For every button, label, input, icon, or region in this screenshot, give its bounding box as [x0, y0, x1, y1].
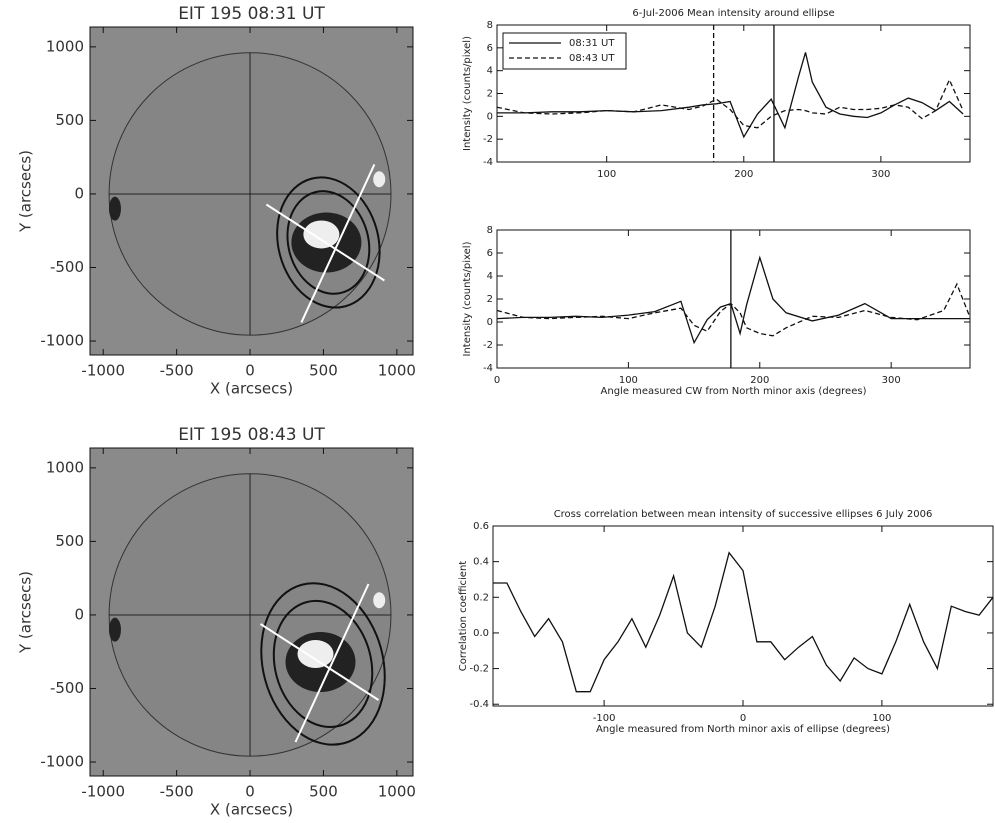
- y-axis-label: Y (arcsecs): [17, 150, 35, 233]
- series-line: [496, 282, 971, 337]
- y-tick-label: -1000: [40, 753, 84, 771]
- solar-image: [90, 27, 413, 355]
- chart-title: Cross correlation between mean intensity…: [554, 509, 933, 520]
- x-axis-label: X (arcsecs): [210, 380, 293, 398]
- chart-title: EIT 195 08:31 UT: [178, 4, 325, 24]
- limb-blob: [108, 617, 121, 642]
- y-tick-label: -500: [50, 258, 84, 276]
- x-tick-label: -1000: [81, 362, 125, 380]
- y-tick-label: 500: [55, 532, 84, 550]
- x-tick-label: 100: [872, 713, 891, 724]
- series-line: [496, 255, 970, 345]
- plot-frame: [89, 447, 414, 777]
- y-tick-label: 1000: [46, 458, 84, 476]
- x-tick-label: 1000: [378, 783, 416, 801]
- solar-image: [90, 448, 413, 776]
- x-axis-label: Angle measured from North minor axis of …: [596, 724, 890, 735]
- y-tick-label: 0: [74, 605, 84, 623]
- y-tick-label: -2: [483, 340, 493, 351]
- y-tick-label: 2: [487, 89, 493, 100]
- plot-frame: [492, 525, 994, 707]
- ellipse-outline: [276, 176, 381, 309]
- plot-frame: [496, 229, 971, 369]
- y-tick-label: -0.4: [469, 699, 489, 710]
- ellipse-outline: [272, 599, 374, 728]
- x-tick-label: -500: [160, 362, 194, 380]
- y-tick-label: 0: [74, 184, 84, 202]
- x-tick-label: 500: [309, 783, 338, 801]
- flare-core: [303, 220, 340, 249]
- x-tick-label: 200: [734, 169, 753, 180]
- y-tick-label: 0.2: [473, 592, 489, 603]
- x-tick-label: 0: [245, 362, 255, 380]
- x-tick-label: 1000: [378, 362, 416, 380]
- x-tick-label: -500: [160, 783, 194, 801]
- x-tick-label: 300: [871, 169, 890, 180]
- y-tick-label: 4: [487, 271, 493, 282]
- ellipse-outline: [260, 582, 386, 746]
- axis-line: [259, 623, 380, 701]
- y-tick-label: -0.2: [469, 664, 489, 675]
- x-tick-label: 0: [494, 375, 500, 386]
- axis-line: [265, 203, 385, 282]
- y-tick-label: 1000: [46, 37, 84, 55]
- y-tick-label: 4: [487, 66, 493, 77]
- x-tick-label: 100: [619, 375, 638, 386]
- y-tick-label: 8: [487, 20, 493, 31]
- legend-box: [502, 32, 627, 70]
- y-axis-label: Correlation coefficient: [458, 561, 469, 672]
- y-tick-label: -1000: [40, 332, 84, 350]
- limb-blob: [373, 171, 386, 188]
- ellipse-outline: [286, 190, 371, 295]
- y-tick-label: -2: [483, 134, 493, 145]
- y-tick-label: 0.6: [473, 521, 489, 532]
- chart-title: EIT 195 08:43 UT: [178, 425, 325, 445]
- legend-label: 08:31 UT: [569, 38, 615, 49]
- y-tick-label: 0.4: [473, 557, 489, 568]
- x-axis-label: Angle measured CW from North minor axis …: [601, 386, 867, 397]
- limb-blob: [373, 592, 386, 609]
- flare-core: [297, 640, 334, 669]
- series-line: [496, 78, 964, 129]
- y-tick-label: -4: [483, 363, 493, 374]
- y-tick-label: -500: [50, 679, 84, 697]
- y-tick-label: 0: [487, 317, 493, 328]
- y-axis-label: Y (arcsecs): [17, 571, 35, 654]
- y-tick-label: 6: [487, 43, 493, 54]
- limb-blob: [108, 196, 121, 221]
- x-tick-label: -100: [593, 713, 616, 724]
- x-tick-label: -1000: [81, 783, 125, 801]
- y-tick-label: 0: [487, 111, 493, 122]
- plot-frame: [89, 26, 414, 356]
- chart-title: 6-Jul-2006 Mean intensity around ellipse: [632, 8, 834, 19]
- y-tick-label: 6: [487, 248, 493, 259]
- y-tick-label: -4: [483, 157, 493, 168]
- x-tick-label: 0: [245, 783, 255, 801]
- x-axis-label: X (arcsecs): [210, 801, 293, 819]
- y-tick-label: 500: [55, 111, 84, 129]
- y-axis-label: Intensity (counts/pixel): [462, 36, 473, 151]
- y-tick-label: 2: [487, 294, 493, 305]
- y-tick-label: 8: [487, 225, 493, 236]
- x-tick-label: 300: [882, 375, 901, 386]
- x-tick-label: 500: [309, 362, 338, 380]
- y-tick-label: 0.0: [473, 628, 489, 639]
- x-tick-label: 200: [750, 375, 769, 386]
- axis-line: [294, 583, 370, 743]
- x-tick-label: 100: [597, 169, 616, 180]
- series-line: [493, 551, 994, 693]
- x-tick-label: 0: [740, 713, 746, 724]
- y-axis-label: Intensity (counts/pixel): [462, 241, 473, 356]
- axis-line: [300, 164, 376, 323]
- legend-label: 08:43 UT: [569, 53, 615, 64]
